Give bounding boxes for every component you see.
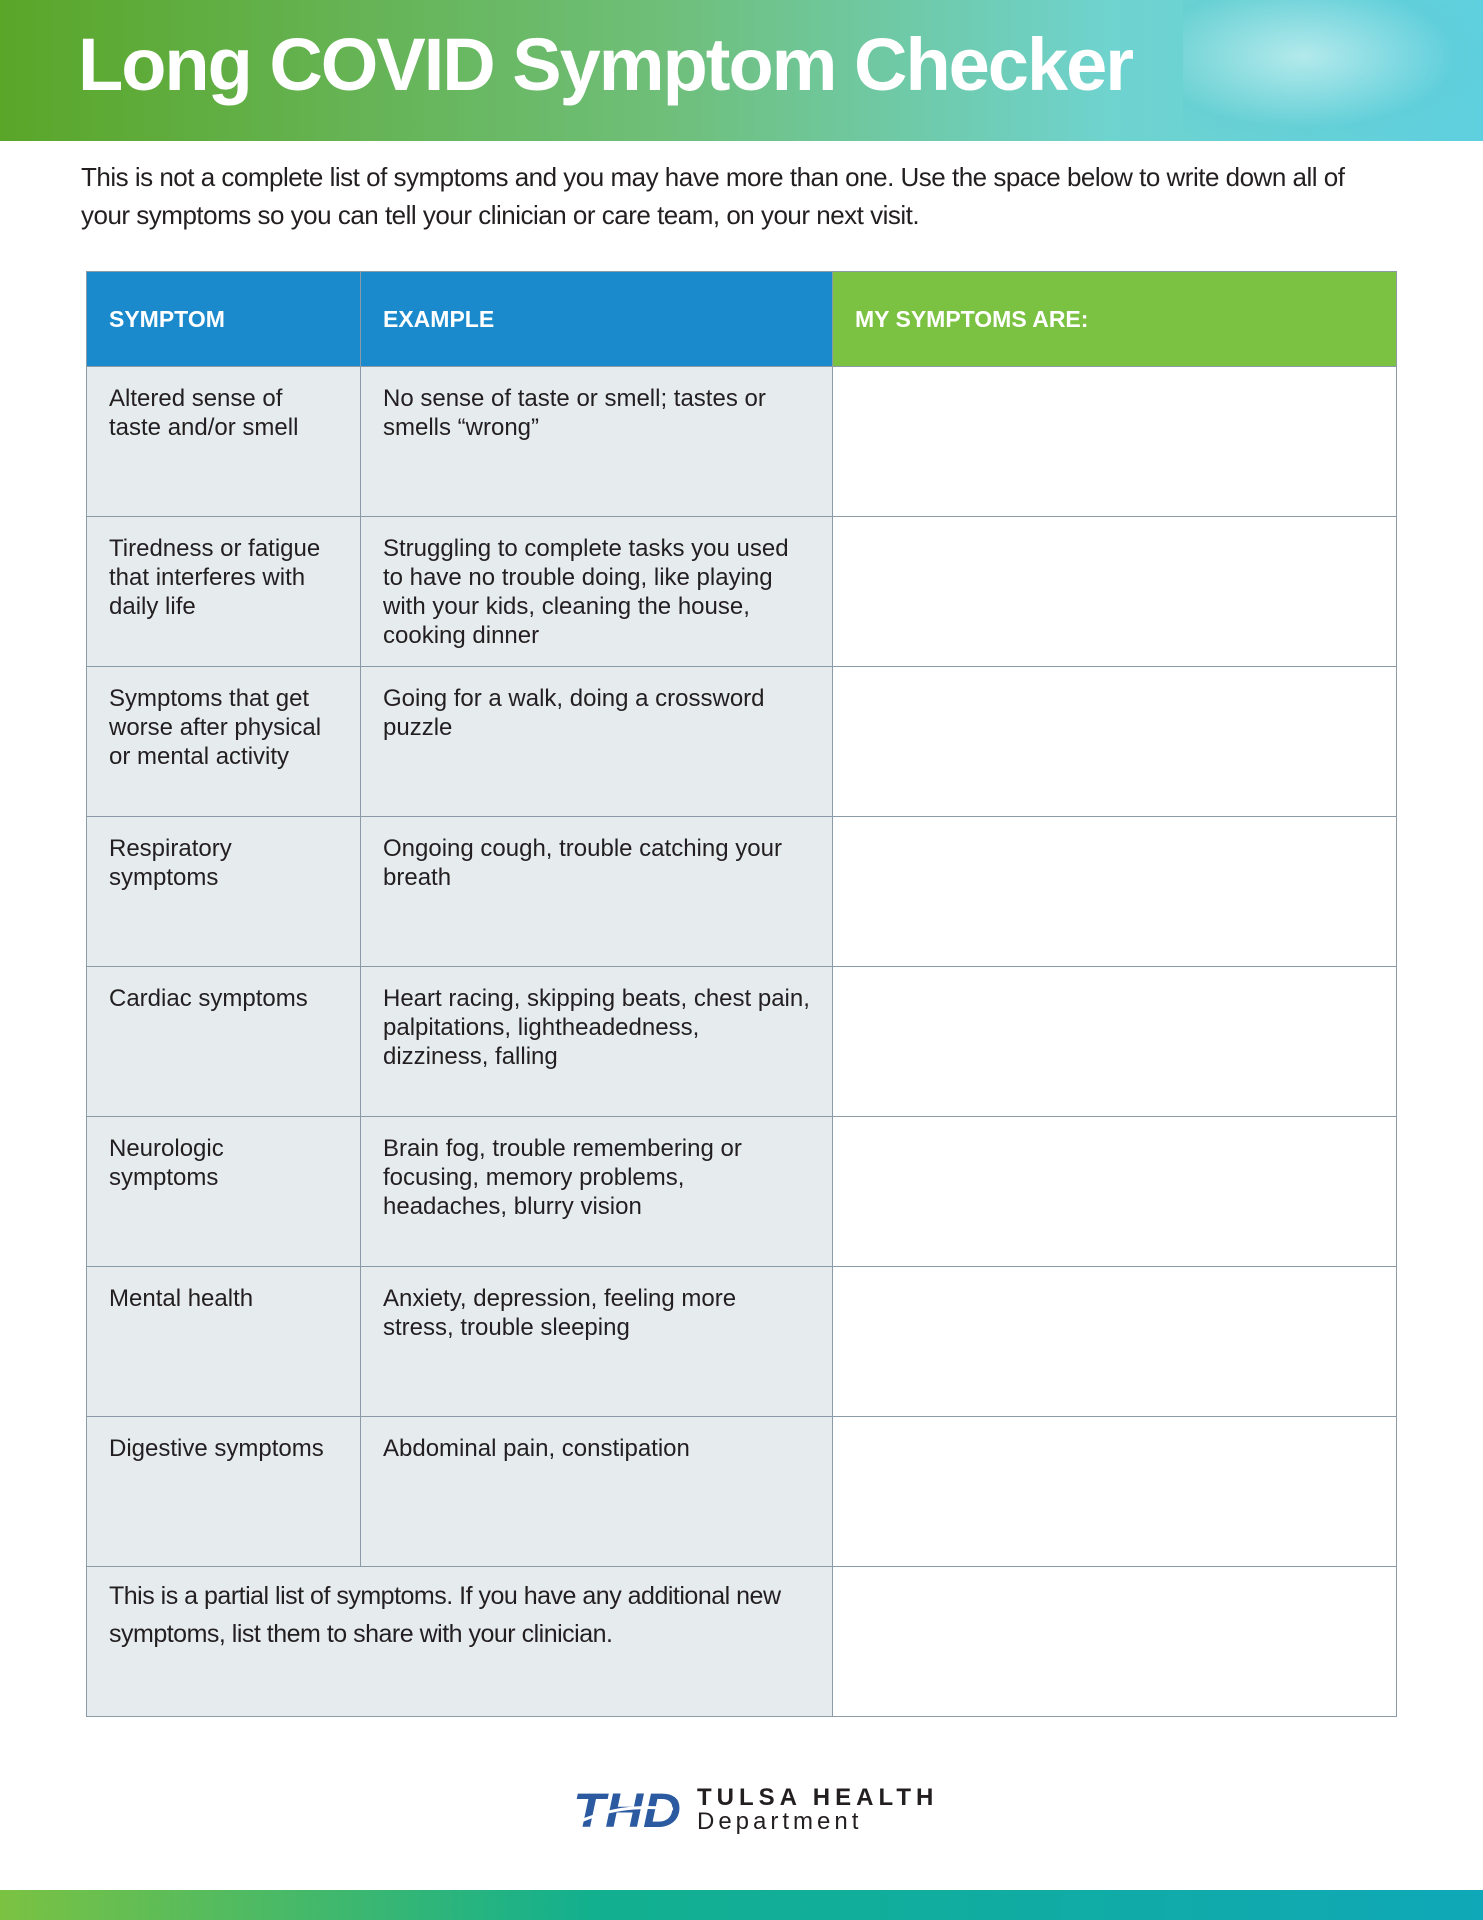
- example-cell: Ongoing cough, trouble catching your bre…: [360, 816, 833, 967]
- symptom-cell: Digestive symptoms: [86, 1416, 361, 1567]
- example-cell: No sense of taste or smell; tastes or sm…: [360, 366, 833, 517]
- table-row: Cardiac symptoms Heart racing, skipping …: [86, 966, 1397, 1117]
- thd-logo: THD TULSA HEALTH Department: [573, 1786, 938, 1834]
- my-symptoms-cell[interactable]: [832, 1416, 1397, 1567]
- my-symptoms-cell[interactable]: [832, 666, 1397, 817]
- symptom-cell: Neurologic symptoms: [86, 1116, 361, 1267]
- table-row: Tiredness or fatigue that interferes wit…: [86, 516, 1397, 667]
- symptom-cell: Tiredness or fatigue that interferes wit…: [86, 516, 361, 667]
- my-symptoms-cell[interactable]: [832, 1566, 1397, 1717]
- page-title: Long COVID Symptom Checker: [78, 23, 1134, 106]
- my-symptoms-cell[interactable]: [832, 1266, 1397, 1417]
- my-symptoms-cell[interactable]: [832, 366, 1397, 517]
- column-header-symptom: SYMPTOM: [86, 271, 361, 367]
- table-row: Symptoms that get worse after physical o…: [86, 666, 1397, 817]
- logo-line2: Department: [697, 1808, 863, 1835]
- example-cell: Struggling to complete tasks you used to…: [360, 516, 833, 667]
- thd-logo-mark: THD: [573, 1787, 681, 1833]
- table-row: Respiratory symptoms Ongoing cough, trou…: [86, 816, 1397, 967]
- my-symptoms-cell[interactable]: [832, 966, 1397, 1117]
- table-row: Altered sense of taste and/or smell No s…: [86, 366, 1397, 517]
- symptom-cell: Respiratory symptoms: [86, 816, 361, 967]
- example-cell: Going for a walk, doing a crossword puzz…: [360, 666, 833, 817]
- example-cell: Brain fog, trouble remembering or focusi…: [360, 1116, 833, 1267]
- table-row-footer: This is a partial list of symptoms. If y…: [86, 1566, 1397, 1717]
- table-row: Digestive symptoms Abdominal pain, const…: [86, 1416, 1397, 1567]
- clinician-photo: [1183, 0, 1483, 141]
- intro-text: This is not a complete list of symptoms …: [81, 162, 1345, 230]
- my-symptoms-cell[interactable]: [832, 516, 1397, 667]
- table-row: Neurologic symptoms Brain fog, trouble r…: [86, 1116, 1397, 1267]
- column-header-my-symptoms: MY SYMPTOMS ARE:: [832, 271, 1397, 367]
- my-symptoms-cell[interactable]: [832, 1116, 1397, 1267]
- symptom-cell: Symptoms that get worse after physical o…: [86, 666, 361, 817]
- example-cell: Heart racing, skipping beats, chest pain…: [360, 966, 833, 1117]
- symptom-cell: Altered sense of taste and/or smell: [86, 366, 361, 517]
- bottom-gradient-bar: [0, 1890, 1483, 1920]
- footer-note: This is a partial list of symptoms. If y…: [86, 1566, 833, 1717]
- example-cell: Anxiety, depression, feeling more stress…: [360, 1266, 833, 1417]
- column-header-example: EXAMPLE: [360, 271, 833, 367]
- my-symptoms-cell[interactable]: [832, 816, 1397, 967]
- table-row: Mental health Anxiety, depression, feeli…: [86, 1266, 1397, 1417]
- example-cell: Abdominal pain, constipation: [360, 1416, 833, 1567]
- title-banner: Long COVID Symptom Checker: [0, 0, 1483, 141]
- symptom-cell: Mental health: [86, 1266, 361, 1417]
- symptom-table: SYMPTOM EXAMPLE MY SYMPTOMS ARE: Altered…: [86, 271, 1397, 1717]
- logo-line1: TULSA HEALTH: [697, 1784, 939, 1811]
- symptom-cell: Cardiac symptoms: [86, 966, 361, 1117]
